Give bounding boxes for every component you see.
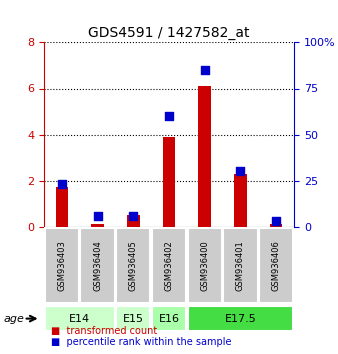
FancyBboxPatch shape [45, 228, 79, 303]
Text: GSM936402: GSM936402 [165, 240, 173, 291]
Text: E17.5: E17.5 [224, 314, 256, 324]
Point [95, 213, 100, 218]
Text: GSM936405: GSM936405 [129, 240, 138, 291]
Bar [198, 86, 211, 227]
Point [202, 67, 208, 73]
FancyBboxPatch shape [188, 228, 222, 303]
Title: GDS4591 / 1427582_at: GDS4591 / 1427582_at [88, 26, 250, 40]
FancyBboxPatch shape [223, 228, 258, 303]
FancyBboxPatch shape [152, 228, 186, 303]
Point [130, 213, 136, 218]
Text: GSM936404: GSM936404 [93, 240, 102, 291]
FancyBboxPatch shape [80, 228, 115, 303]
FancyBboxPatch shape [116, 306, 150, 331]
Bar [270, 224, 283, 227]
Text: age: age [3, 314, 24, 324]
Point [166, 113, 172, 119]
Text: GSM936401: GSM936401 [236, 240, 245, 291]
Text: GSM936400: GSM936400 [200, 240, 209, 291]
Text: E14: E14 [69, 314, 90, 324]
Text: GSM936403: GSM936403 [57, 240, 66, 291]
Text: GSM936406: GSM936406 [272, 240, 281, 291]
Point [59, 181, 65, 187]
FancyBboxPatch shape [188, 306, 293, 331]
Text: ■  percentile rank within the sample: ■ percentile rank within the sample [51, 337, 231, 347]
FancyBboxPatch shape [116, 228, 150, 303]
Bar [127, 215, 140, 227]
FancyBboxPatch shape [152, 306, 186, 331]
Text: E16: E16 [159, 314, 179, 324]
FancyBboxPatch shape [259, 228, 293, 303]
FancyBboxPatch shape [45, 306, 115, 331]
Point [273, 218, 279, 224]
Text: E15: E15 [123, 314, 144, 324]
Bar [234, 174, 247, 227]
Point [238, 169, 243, 174]
Text: ■  transformed count: ■ transformed count [51, 326, 157, 336]
Bar [163, 137, 175, 227]
Bar [55, 188, 68, 227]
Bar [91, 224, 104, 227]
